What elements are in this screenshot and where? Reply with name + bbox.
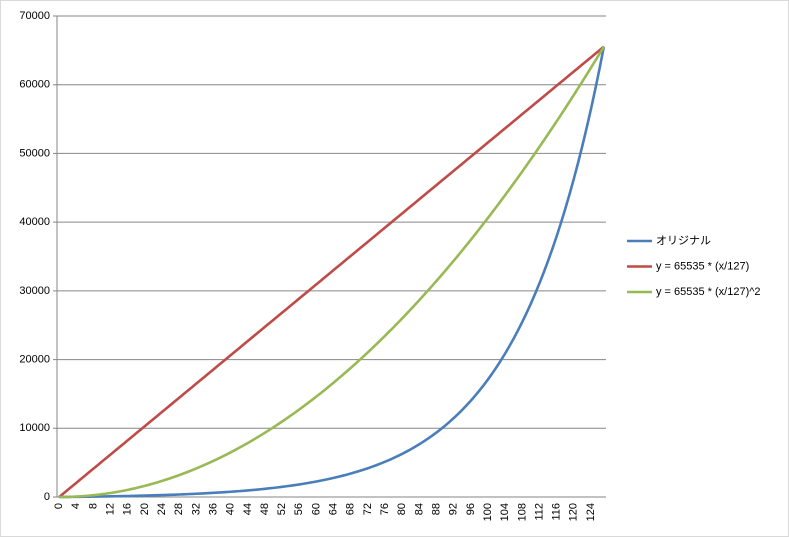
y-tick-label: 0 [44, 491, 50, 503]
x-tick-label: 96 [465, 503, 477, 515]
y-tick-label: 30000 [19, 285, 50, 297]
x-tick-label: 20 [139, 503, 151, 515]
x-tick-label: 24 [156, 503, 168, 515]
y-tick-label: 70000 [19, 10, 50, 22]
x-tick-label: 100 [482, 503, 494, 521]
x-tick-label: 68 [345, 503, 357, 515]
y-tick-label: 50000 [19, 147, 50, 159]
x-tick-label: 52 [276, 503, 288, 515]
y-tick-label: 10000 [19, 422, 50, 434]
x-tick-label: 92 [448, 503, 460, 515]
x-tick-label: 0 [53, 503, 65, 509]
x-tick-label: 88 [430, 503, 442, 515]
x-tick-label: 48 [259, 503, 271, 515]
x-tick-label: 104 [499, 503, 511, 521]
x-tick-label: 120 [568, 503, 580, 521]
x-tick-label: 112 [533, 503, 545, 521]
x-tick-label: 60 [310, 503, 322, 515]
x-tick-label: 40 [225, 503, 237, 515]
x-tick-label: 76 [379, 503, 391, 515]
x-tick-label: 84 [413, 503, 425, 515]
x-tick-label: 64 [328, 503, 340, 515]
x-tick-label: 28 [173, 503, 185, 515]
x-tick-label: 4 [70, 503, 82, 509]
series-line [58, 45, 605, 499]
x-tick-label: 72 [362, 503, 374, 515]
x-tick-label: 124 [585, 503, 597, 521]
x-tick-label: 8 [87, 503, 99, 509]
y-tick-label: 20000 [19, 353, 50, 365]
x-tick-label: 44 [242, 503, 254, 515]
legend-label: オリジナル [656, 234, 711, 247]
series-line [59, 46, 606, 499]
series-line [59, 46, 605, 499]
y-tick-label: 60000 [19, 79, 50, 91]
x-tick-label: 36 [207, 503, 219, 515]
x-tick-label: 80 [396, 503, 408, 515]
legend-label: y = 65535 * (x/127) [656, 260, 749, 272]
x-tick-label: 108 [516, 503, 528, 521]
x-tick-label: 16 [122, 503, 134, 515]
x-tick-label: 32 [190, 503, 202, 515]
legend-label: y = 65535 * (x/127)^2 [656, 286, 761, 298]
y-tick-label: 40000 [19, 216, 50, 228]
x-tick-label: 56 [293, 503, 305, 515]
x-tick-label: 116 [551, 503, 563, 521]
x-tick-label: 12 [105, 503, 117, 515]
